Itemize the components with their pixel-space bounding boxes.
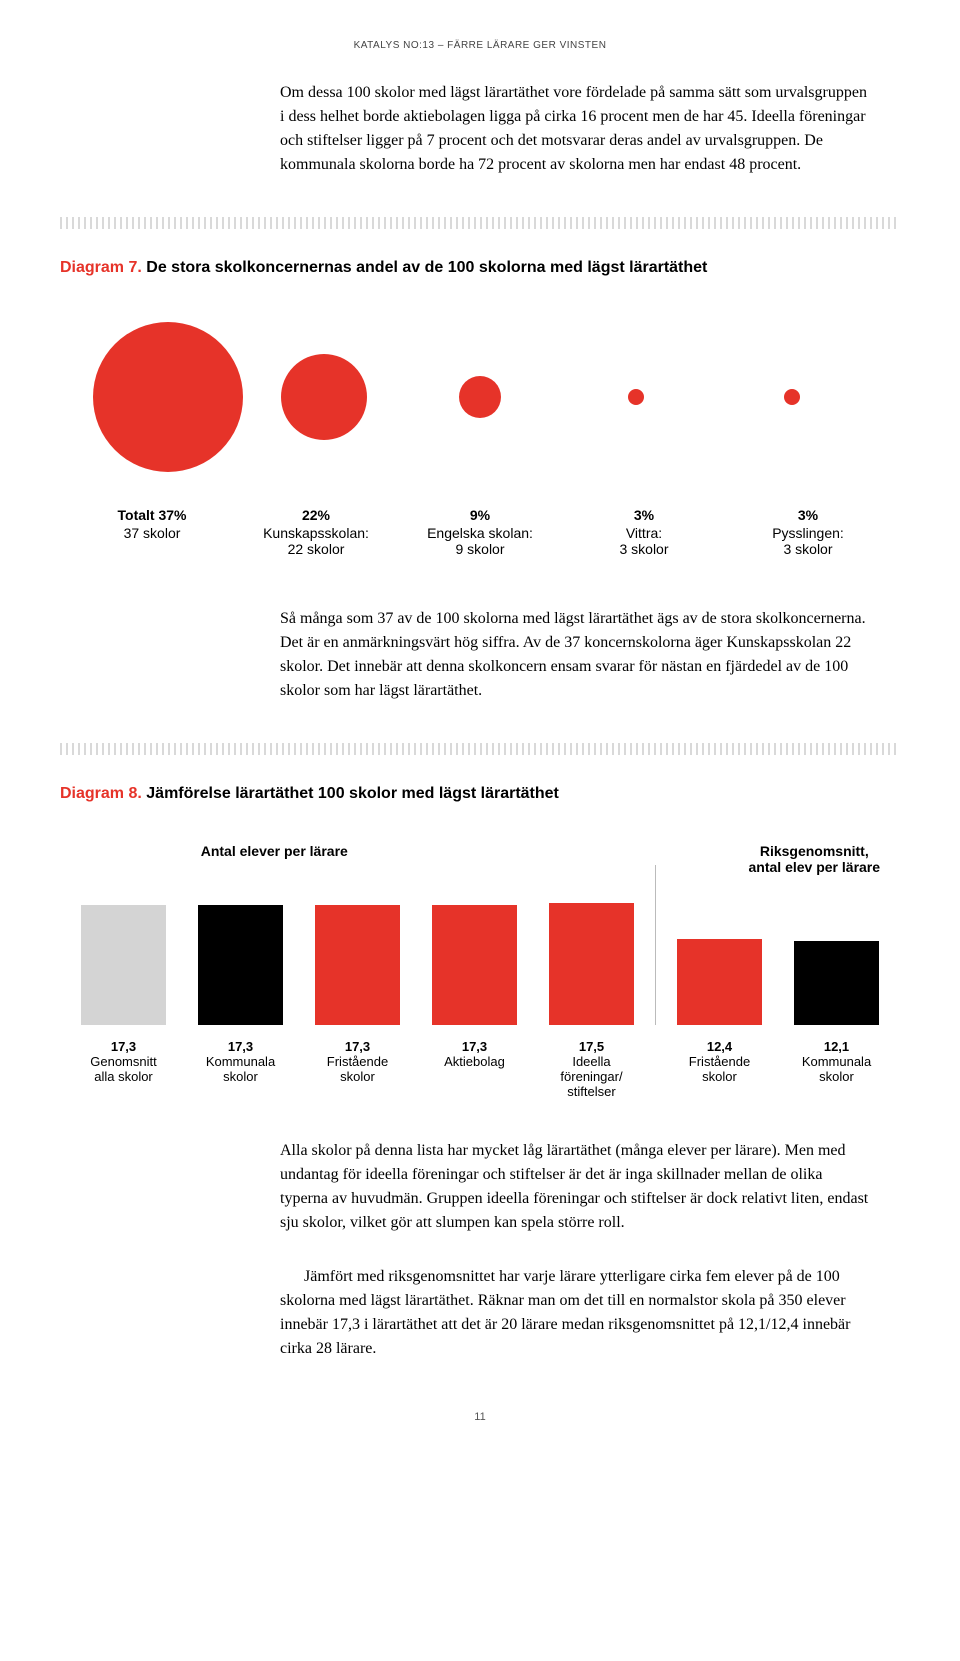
- bar: [677, 939, 762, 1025]
- bar: [81, 905, 166, 1025]
- intro-paragraph: Om dessa 100 skolor med lägst lärartäthe…: [280, 81, 870, 177]
- bar: [432, 905, 517, 1025]
- bar-label: 17,3Friståendeskolor: [304, 1039, 411, 1099]
- bar-label: 12,1Kommunalaskolor: [783, 1039, 890, 1099]
- divider: [60, 743, 900, 755]
- end-paragraph-1: Alla skolor på denna lista har mycket lå…: [280, 1139, 870, 1235]
- bar: [549, 903, 634, 1025]
- bars-row: [60, 885, 900, 1025]
- legend-right-l1: Riksgenomsnitt,: [760, 843, 869, 859]
- bar-column: [187, 905, 294, 1025]
- bar: [198, 905, 283, 1025]
- page-number: 11: [60, 1411, 900, 1423]
- bar-label: 17,3Kommunalaskolor: [187, 1039, 294, 1099]
- bar-label: 17,3Aktiebolag: [421, 1039, 528, 1099]
- bar: [794, 941, 879, 1025]
- bar-column: [538, 903, 645, 1025]
- divider: [60, 217, 900, 229]
- bar-column: [70, 905, 177, 1025]
- bubble: [628, 389, 644, 405]
- legend-left: Antal elever per lärare: [60, 843, 489, 875]
- bubble: [459, 376, 501, 418]
- bar-column: [304, 905, 411, 1025]
- end-paragraph-2: Jämfört med riksgenomsnittet har varje l…: [280, 1265, 870, 1361]
- bubble: [93, 322, 243, 472]
- bar-column: [421, 905, 528, 1025]
- bubble-label: Totalt 37%37 skolor: [70, 507, 234, 557]
- diagram-7-number: Diagram 7.: [60, 259, 142, 276]
- bar-label: 17,3Genomsnittalla skolor: [70, 1039, 177, 1099]
- bar: [315, 905, 400, 1025]
- bar-labels: 17,3Genomsnittalla skolor17,3Kommunalask…: [60, 1039, 900, 1099]
- diagram-7-text: De stora skolkoncernernas andel av de 10…: [146, 259, 707, 276]
- bar-separator: [655, 865, 656, 1025]
- bubble-label: 3%Pysslingen:3 skolor: [726, 507, 890, 557]
- legend-right-l2: antal elev per lärare: [749, 859, 881, 875]
- diagram-8-number: Diagram 8.: [60, 785, 142, 802]
- page-header-tag: KATALYS NO:13 – FÄRRE LÄRARE GER VINSTEN: [60, 40, 900, 51]
- mid-paragraph: Så många som 37 av de 100 skolorna med l…: [280, 607, 870, 703]
- bubble-label: 22%Kunskapsskolan:22 skolor: [234, 507, 398, 557]
- bar-label: 12,4Friståendeskolor: [666, 1039, 773, 1099]
- diagram-7-title: Diagram 7. De stora skolkoncernernas and…: [60, 259, 900, 277]
- bar-chart: Antal elever per lärare Riksgenomsnitt, …: [60, 843, 900, 1099]
- bubble: [281, 354, 367, 440]
- bubble-labels: Totalt 37%37 skolor22%Kunskapsskolan:22 …: [60, 507, 900, 557]
- legend-right: Riksgenomsnitt, antal elev per lärare: [729, 843, 900, 875]
- bubble-label: 3%Vittra:3 skolor: [562, 507, 726, 557]
- bar-legend: Antal elever per lärare Riksgenomsnitt, …: [60, 843, 900, 875]
- bar-column: [666, 939, 773, 1025]
- bar-column: [783, 941, 890, 1025]
- bubble-chart: [60, 317, 900, 477]
- bubble-label: 9%Engelska skolan:9 skolor: [398, 507, 562, 557]
- bar-label: 17,5Ideellaföreningar/stiftelser: [538, 1039, 645, 1099]
- diagram-8-text: Jämförelse lärartäthet 100 skolor med lä…: [146, 785, 559, 802]
- bubble: [784, 389, 800, 405]
- diagram-8-title: Diagram 8. Jämförelse lärartäthet 100 sk…: [60, 785, 900, 803]
